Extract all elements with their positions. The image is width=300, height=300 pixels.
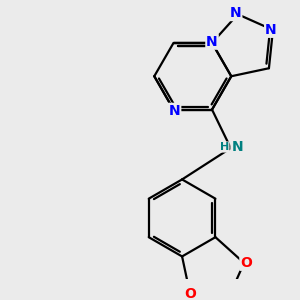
Text: N: N [206, 35, 218, 49]
Text: N: N [231, 140, 243, 154]
Text: H: H [220, 142, 229, 152]
Text: O: O [240, 256, 252, 270]
Text: N: N [265, 23, 277, 37]
Text: O: O [184, 287, 196, 300]
Text: N: N [169, 104, 180, 118]
Text: N: N [230, 6, 242, 20]
